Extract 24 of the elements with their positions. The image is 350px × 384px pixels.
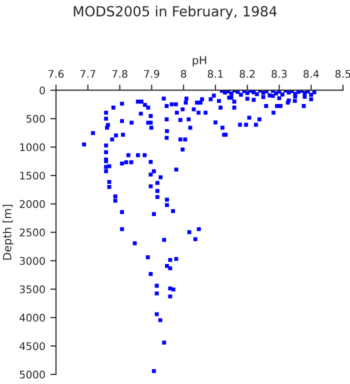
x-tick-label: 8.5 [335, 70, 350, 78]
y-tick-label: 500 [26, 114, 45, 123]
x-tick-label: 8 [180, 70, 186, 78]
x-tick-label: 7.6 [48, 70, 64, 78]
x-tick-label: 8.3 [272, 70, 287, 78]
y-tick-label: 5000 [20, 370, 45, 379]
chart-title: MODS2005 in February, 1984 [74, 6, 277, 20]
x-axis-title: pH [192, 56, 206, 66]
y-tick-label: 4500 [20, 342, 45, 350]
y-tick-label: 1500 [20, 172, 45, 180]
y-tick-label: 3500 [20, 285, 45, 294]
y-tick-label: 1000 [20, 143, 45, 152]
x-tick-label: 7.9 [144, 70, 160, 78]
x-tick-label: 8.4 [304, 70, 319, 78]
y-tick-label: 3000 [20, 256, 45, 265]
x-tick-label: 8.1 [208, 70, 223, 78]
x-tick-label: 7.8 [112, 70, 128, 78]
x-tick-label: 8.2 [240, 70, 255, 78]
x-tick-label: 7.7 [80, 70, 96, 78]
y-tick-label: 2500 [20, 228, 45, 236]
y-axis-title: Depth [m] [2, 204, 14, 260]
y-tick-label: 4000 [20, 314, 45, 322]
y-tick-label: 2000 [20, 200, 45, 208]
y-tick-label: 0 [40, 86, 45, 94]
